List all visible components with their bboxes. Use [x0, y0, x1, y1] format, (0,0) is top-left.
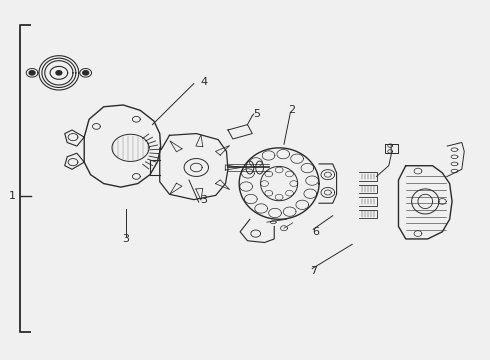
Text: 5: 5	[254, 109, 261, 119]
Polygon shape	[56, 71, 62, 75]
Polygon shape	[29, 71, 35, 75]
Text: 2: 2	[288, 105, 295, 115]
Text: 3: 3	[122, 234, 129, 244]
Text: 3: 3	[200, 195, 207, 204]
Text: 7: 7	[310, 266, 317, 276]
Polygon shape	[83, 71, 89, 75]
Text: 6: 6	[312, 227, 319, 237]
Text: 4: 4	[200, 77, 207, 87]
Text: 1: 1	[9, 191, 16, 201]
